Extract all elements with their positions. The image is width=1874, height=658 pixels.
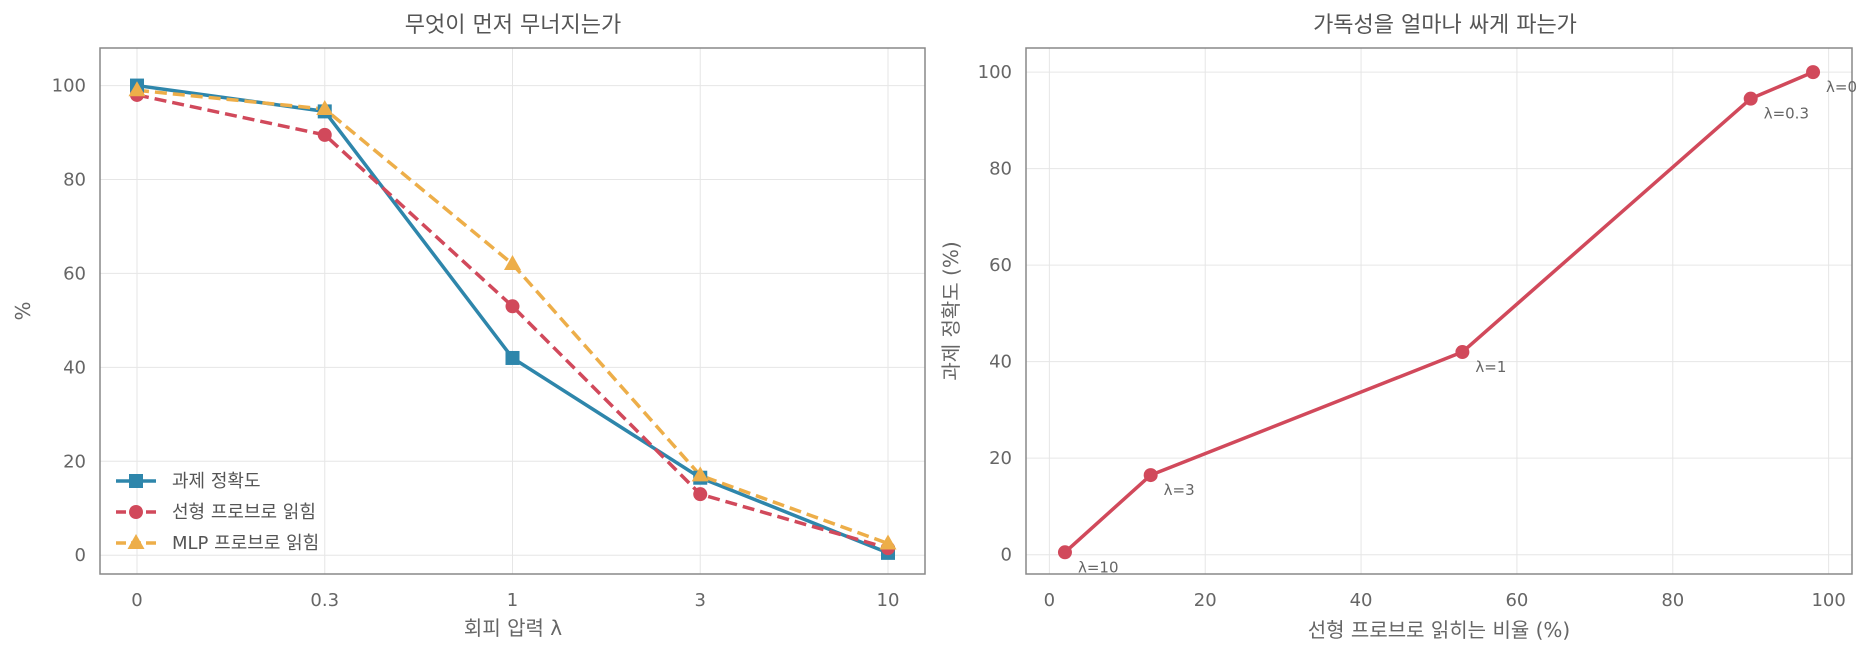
right-x-tick-label: 80: [1661, 590, 1684, 611]
left-plot-frame: [99, 47, 926, 575]
right-tick-labels: 0 20 40 60 80 100 0 20 40 60 80 100: [978, 62, 1846, 611]
left-gridlines: [100, 48, 925, 574]
right-x-axis-label: 선형 프로브로 읽히는 비율 (%): [1308, 618, 1570, 642]
right-point-annotation: λ=10: [1078, 558, 1119, 576]
right-gridlines: [1026, 48, 1852, 574]
right-point-annotation: λ=3: [1164, 481, 1195, 499]
right-y-tick-label: 60: [989, 255, 1012, 276]
legend-marker-1: [129, 505, 143, 519]
right-chart-title: 가독성을 얼마나 싸게 파는가: [1313, 13, 1577, 38]
left-series: [128, 78, 897, 560]
right-x-tick-label: 0: [1044, 590, 1055, 611]
right-x-tick-label: 20: [1194, 590, 1217, 611]
right-x-tick-label: 60: [1505, 590, 1528, 611]
left-series-point-2: [128, 81, 146, 97]
right-series: λ=10 λ=3 λ=1 λ=0.3 λ=0: [1057, 65, 1857, 576]
left-x-axis-label: 회피 압력 λ: [464, 616, 562, 640]
left-x-tick-label: 3: [695, 590, 706, 611]
right-series-point: [1806, 65, 1821, 80]
left-y-tick-label: 60: [63, 263, 86, 284]
left-series-point-0: [505, 350, 520, 365]
left-series-line-1: [136, 93, 889, 550]
legend-label-0: 과제 정확도: [172, 471, 261, 492]
right-x-tick-label: 100: [1811, 590, 1845, 611]
right-series-point: [1143, 468, 1158, 483]
legend-label-2: MLP 프로브로 읽힘: [172, 533, 319, 554]
left-series-point-2: [504, 255, 521, 271]
left-y-axis-label: %: [11, 301, 35, 320]
left-x-tick-label: 0.3: [310, 590, 339, 611]
left-y-tick-label: 40: [63, 357, 86, 378]
left-series-point-2: [691, 466, 709, 482]
right-y-tick-label: 40: [989, 352, 1012, 373]
right-y-axis-label: 과제 정확도 (%): [939, 241, 963, 380]
right-series-point: [1743, 91, 1758, 106]
left-y-tick-label: 100: [52, 76, 86, 97]
right-y-tick-label: 20: [989, 448, 1012, 469]
left-tick-labels: 0 20 40 60 80 100 0 0.3 1 3 10: [52, 76, 900, 611]
right-y-tick-label: 80: [989, 159, 1012, 180]
right-chart: 가독성을 얼마나 싸게 파는가 0 20 40 60 80 100 0 20 40 60 80 100…: [939, 13, 1857, 642]
right-point-annotation: λ=0: [1826, 78, 1857, 96]
left-chart-title: 무엇이 먼저 무너지는가: [405, 13, 621, 38]
legend-marker-0: [129, 474, 143, 488]
right-series-point: [1057, 545, 1072, 560]
left-y-tick-label: 20: [63, 451, 86, 472]
right-point-annotation: λ=1: [1475, 358, 1506, 376]
left-x-tick-label: 1: [507, 590, 518, 611]
left-y-tick-label: 80: [63, 170, 86, 191]
right-y-tick-label: 100: [978, 62, 1012, 83]
left-y-tick-label: 0: [75, 545, 86, 566]
right-series-point: [1455, 345, 1470, 360]
left-series-point-1: [693, 487, 708, 502]
left-series-point-1: [505, 299, 520, 314]
left-x-tick-label: 10: [877, 590, 900, 611]
legend-marker-2: [127, 534, 145, 549]
left-series-point-1: [317, 127, 332, 142]
right-y-tick-label: 0: [1001, 545, 1012, 566]
left-chart: 무엇이 먼저 무너지는가 0 20 40 60 80 100 0 0.3 1 3 10 회피 압력 …: [11, 13, 926, 640]
right-plot-frame: [1025, 47, 1853, 575]
left-series-point-2: [879, 534, 897, 550]
left-series-point-2: [316, 100, 334, 116]
right-point-annotation: λ=0.3: [1764, 105, 1809, 123]
left-x-tick-label: 0: [131, 590, 142, 611]
right-x-tick-label: 40: [1350, 590, 1373, 611]
legend-label-1: 선형 프로브로 읽힘: [172, 502, 316, 523]
